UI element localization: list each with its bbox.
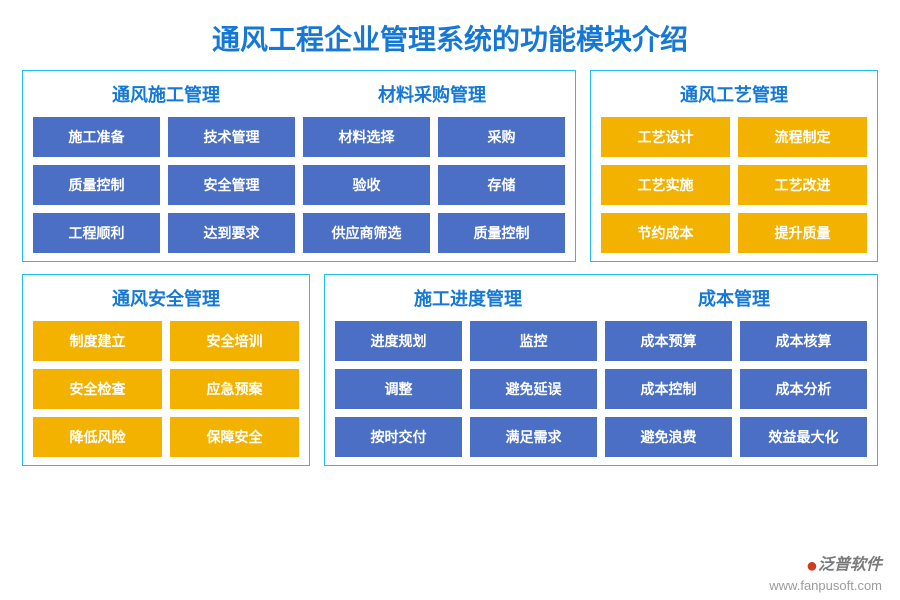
cells: 工艺设计流程制定工艺实施工艺改进节约成本提升质量 xyxy=(601,117,867,253)
module-cell: 安全检查 xyxy=(33,369,162,409)
module-cell: 制度建立 xyxy=(33,321,162,361)
panel-header: 通风施工管理 xyxy=(33,81,299,107)
cells: 制度建立安全培训安全检查应急预案降低风险保障安全 xyxy=(33,321,299,457)
module-cell: 保障安全 xyxy=(170,417,299,457)
watermark-url: www.fanpusoft.com xyxy=(769,578,882,593)
module-cell: 成本分析 xyxy=(740,369,867,409)
watermark: ●泛普软件 www.fanpusoft.com xyxy=(769,554,882,594)
module-cell: 工艺设计 xyxy=(601,117,730,157)
row: 通风施工管理材料采购管理施工准备技术管理材料选择采购质量控制安全管理验收存储工程… xyxy=(22,70,878,262)
module-cell: 材料选择 xyxy=(303,117,430,157)
module-cell: 流程制定 xyxy=(738,117,867,157)
row: 通风安全管理制度建立安全培训安全检查应急预案降低风险保障安全施工进度管理成本管理… xyxy=(22,274,878,466)
cells: 进度规划监控成本预算成本核算调整避免延误成本控制成本分析按时交付满足需求避免浪费… xyxy=(335,321,867,457)
module-cell: 采购 xyxy=(438,117,565,157)
page-title: 通风工程企业管理系统的功能模块介绍 xyxy=(0,0,900,70)
module-cell: 工程顺利 xyxy=(33,213,160,253)
panel: 通风施工管理材料采购管理施工准备技术管理材料选择采购质量控制安全管理验收存储工程… xyxy=(22,70,576,262)
panel-headers: 施工进度管理成本管理 xyxy=(335,285,867,311)
module-grid: 通风施工管理材料采购管理施工准备技术管理材料选择采购质量控制安全管理验收存储工程… xyxy=(0,70,900,466)
module-cell: 降低风险 xyxy=(33,417,162,457)
cells: 施工准备技术管理材料选择采购质量控制安全管理验收存储工程顺利达到要求供应商筛选质… xyxy=(33,117,565,253)
module-cell: 施工准备 xyxy=(33,117,160,157)
module-cell: 安全管理 xyxy=(168,165,295,205)
panel-headers: 通风施工管理材料采购管理 xyxy=(33,81,565,107)
panel: 施工进度管理成本管理进度规划监控成本预算成本核算调整避免延误成本控制成本分析按时… xyxy=(324,274,878,466)
module-cell: 监控 xyxy=(470,321,597,361)
module-cell: 工艺改进 xyxy=(738,165,867,205)
module-cell: 提升质量 xyxy=(738,213,867,253)
module-cell: 避免延误 xyxy=(470,369,597,409)
module-cell: 成本核算 xyxy=(740,321,867,361)
panel-headers: 通风安全管理 xyxy=(33,285,299,311)
module-cell: 满足需求 xyxy=(470,417,597,457)
panel-header: 通风工艺管理 xyxy=(601,81,867,107)
module-cell: 工艺实施 xyxy=(601,165,730,205)
module-cell: 存储 xyxy=(438,165,565,205)
module-cell: 成本预算 xyxy=(605,321,732,361)
panel-header: 通风安全管理 xyxy=(33,285,299,311)
panel: 通风工艺管理工艺设计流程制定工艺实施工艺改进节约成本提升质量 xyxy=(590,70,878,262)
module-cell: 避免浪费 xyxy=(605,417,732,457)
module-cell: 应急预案 xyxy=(170,369,299,409)
module-cell: 按时交付 xyxy=(335,417,462,457)
module-cell: 供应商筛选 xyxy=(303,213,430,253)
panel-header: 成本管理 xyxy=(601,285,867,311)
panel-headers: 通风工艺管理 xyxy=(601,81,867,107)
panel-header: 施工进度管理 xyxy=(335,285,601,311)
module-cell: 进度规划 xyxy=(335,321,462,361)
module-cell: 调整 xyxy=(335,369,462,409)
module-cell: 成本控制 xyxy=(605,369,732,409)
module-cell: 节约成本 xyxy=(601,213,730,253)
module-cell: 质量控制 xyxy=(438,213,565,253)
module-cell: 达到要求 xyxy=(168,213,295,253)
module-cell: 质量控制 xyxy=(33,165,160,205)
module-cell: 效益最大化 xyxy=(740,417,867,457)
panel: 通风安全管理制度建立安全培训安全检查应急预案降低风险保障安全 xyxy=(22,274,310,466)
watermark-brand: 泛普软件 xyxy=(818,557,882,574)
module-cell: 安全培训 xyxy=(170,321,299,361)
module-cell: 验收 xyxy=(303,165,430,205)
module-cell: 技术管理 xyxy=(168,117,295,157)
panel-header: 材料采购管理 xyxy=(299,81,565,107)
